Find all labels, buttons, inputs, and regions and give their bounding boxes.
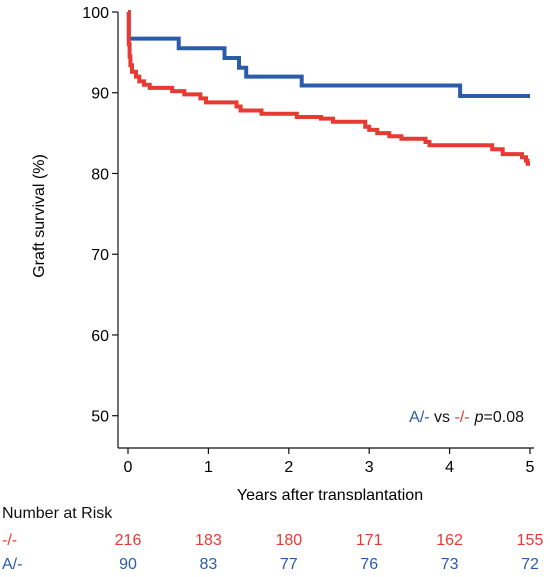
y-tick-label: 70: [91, 247, 109, 264]
risk-count: 72: [521, 556, 539, 573]
annotation-group-a: A/-: [409, 409, 429, 426]
risk-count: 180: [275, 532, 303, 549]
y-tick-label: 80: [91, 166, 109, 183]
y-tick-label: 60: [91, 328, 109, 345]
x-tick-label: 5: [526, 459, 535, 476]
risk-count: 90: [119, 556, 137, 573]
risk-row-group: A/-: [2, 556, 23, 573]
annotation-vs: vs: [430, 409, 455, 426]
x-tick-label: 0: [124, 459, 133, 476]
risk-count: 155: [516, 532, 544, 549]
risk-count: 183: [195, 532, 222, 549]
survival-curve-a: [126, 10, 530, 98]
plot-axes: [117, 12, 534, 449]
survival-curve-neg: [126, 10, 530, 166]
x-tick-label: 2: [284, 459, 293, 476]
x-tick-label: 4: [445, 459, 454, 476]
annotation-p-value: =0.08: [484, 409, 525, 426]
risk-count: 73: [440, 556, 459, 573]
y-tick-label: 90: [91, 86, 109, 103]
x-axis-label: Years after transplantation: [237, 487, 423, 500]
y-axis-label: Graft survival (%): [31, 154, 48, 278]
risk-table-title: Number at Risk: [2, 505, 113, 522]
risk-row-group: -/-: [2, 532, 18, 549]
risk-count: 171: [355, 532, 383, 549]
risk-row: A/- 90 83 77 76 73 72: [0, 556, 550, 576]
risk-count: 162: [436, 532, 463, 549]
y-tick-label: 100: [82, 5, 109, 22]
y-ticks: 50 60 70 80 90 100: [82, 5, 118, 426]
x-tick-label: 3: [365, 459, 374, 476]
risk-count: 216: [114, 532, 142, 549]
annotation-group-b: -/-: [455, 409, 470, 426]
annotation-p-symbol: p: [474, 409, 484, 426]
x-ticks: 0 1 2 3 4 5: [124, 448, 535, 476]
risk-row: -/- 216 183 180 171 162 155: [0, 532, 550, 552]
risk-count: 83: [199, 556, 218, 573]
survival-curves: [126, 10, 530, 166]
risk-count: 77: [279, 556, 298, 573]
comparison-annotation: A/- vs -/- p=0.08: [409, 409, 524, 426]
risk-count: 76: [360, 556, 379, 573]
y-tick-label: 50: [91, 409, 109, 426]
x-tick-label: 1: [204, 459, 213, 476]
